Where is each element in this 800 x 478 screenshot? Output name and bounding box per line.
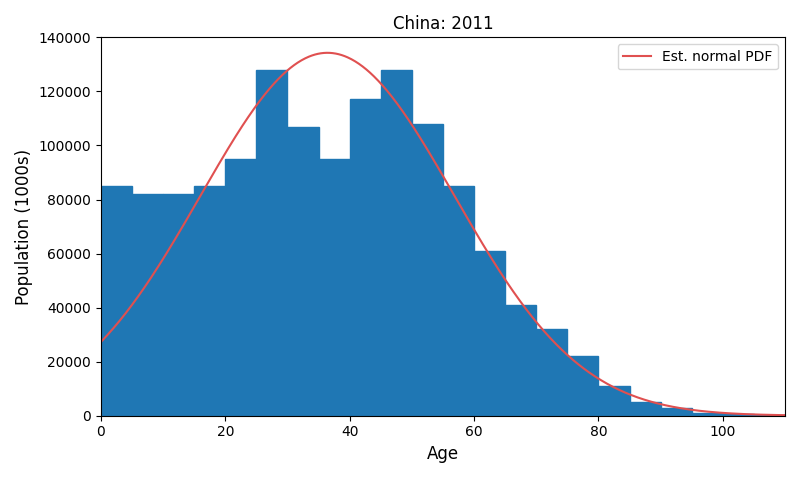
Est. normal PDF [322, 50, 332, 55]
Bar [598, 386, 630, 416]
Bar [723, 414, 754, 416]
Bar [318, 159, 350, 416]
Legend: Est. normal PDF: Est. normal PDF [618, 44, 778, 69]
Est. normal PDF [578, 365, 588, 371]
Bar [692, 413, 723, 416]
Bar [194, 186, 226, 416]
Line: Est. normal PDF: Est. normal PDF [70, 53, 800, 415]
Bar [350, 99, 381, 416]
Bar [412, 124, 443, 416]
Bar [381, 70, 412, 416]
Y-axis label: Population (1000s): Population (1000s) [15, 149, 33, 304]
Bar [287, 127, 318, 416]
Bar [226, 159, 256, 416]
Bar [101, 186, 132, 416]
Est. normal PDF [661, 402, 670, 408]
Bar [661, 408, 692, 416]
Est. normal PDF [394, 104, 404, 109]
Bar [132, 194, 163, 416]
Est. normal PDF [142, 282, 151, 288]
Bar [630, 402, 661, 416]
Title: China: 2011: China: 2011 [393, 15, 494, 33]
Bar [536, 329, 567, 416]
Est. normal PDF [65, 367, 74, 372]
Est. normal PDF [367, 72, 377, 78]
Bar [443, 186, 474, 416]
Bar [505, 305, 536, 416]
X-axis label: Age: Age [427, 445, 459, 463]
Bar [163, 194, 194, 416]
Bar [474, 251, 505, 416]
Bar [567, 356, 598, 416]
Bar [256, 70, 287, 416]
Est. normal PDF [648, 399, 658, 405]
